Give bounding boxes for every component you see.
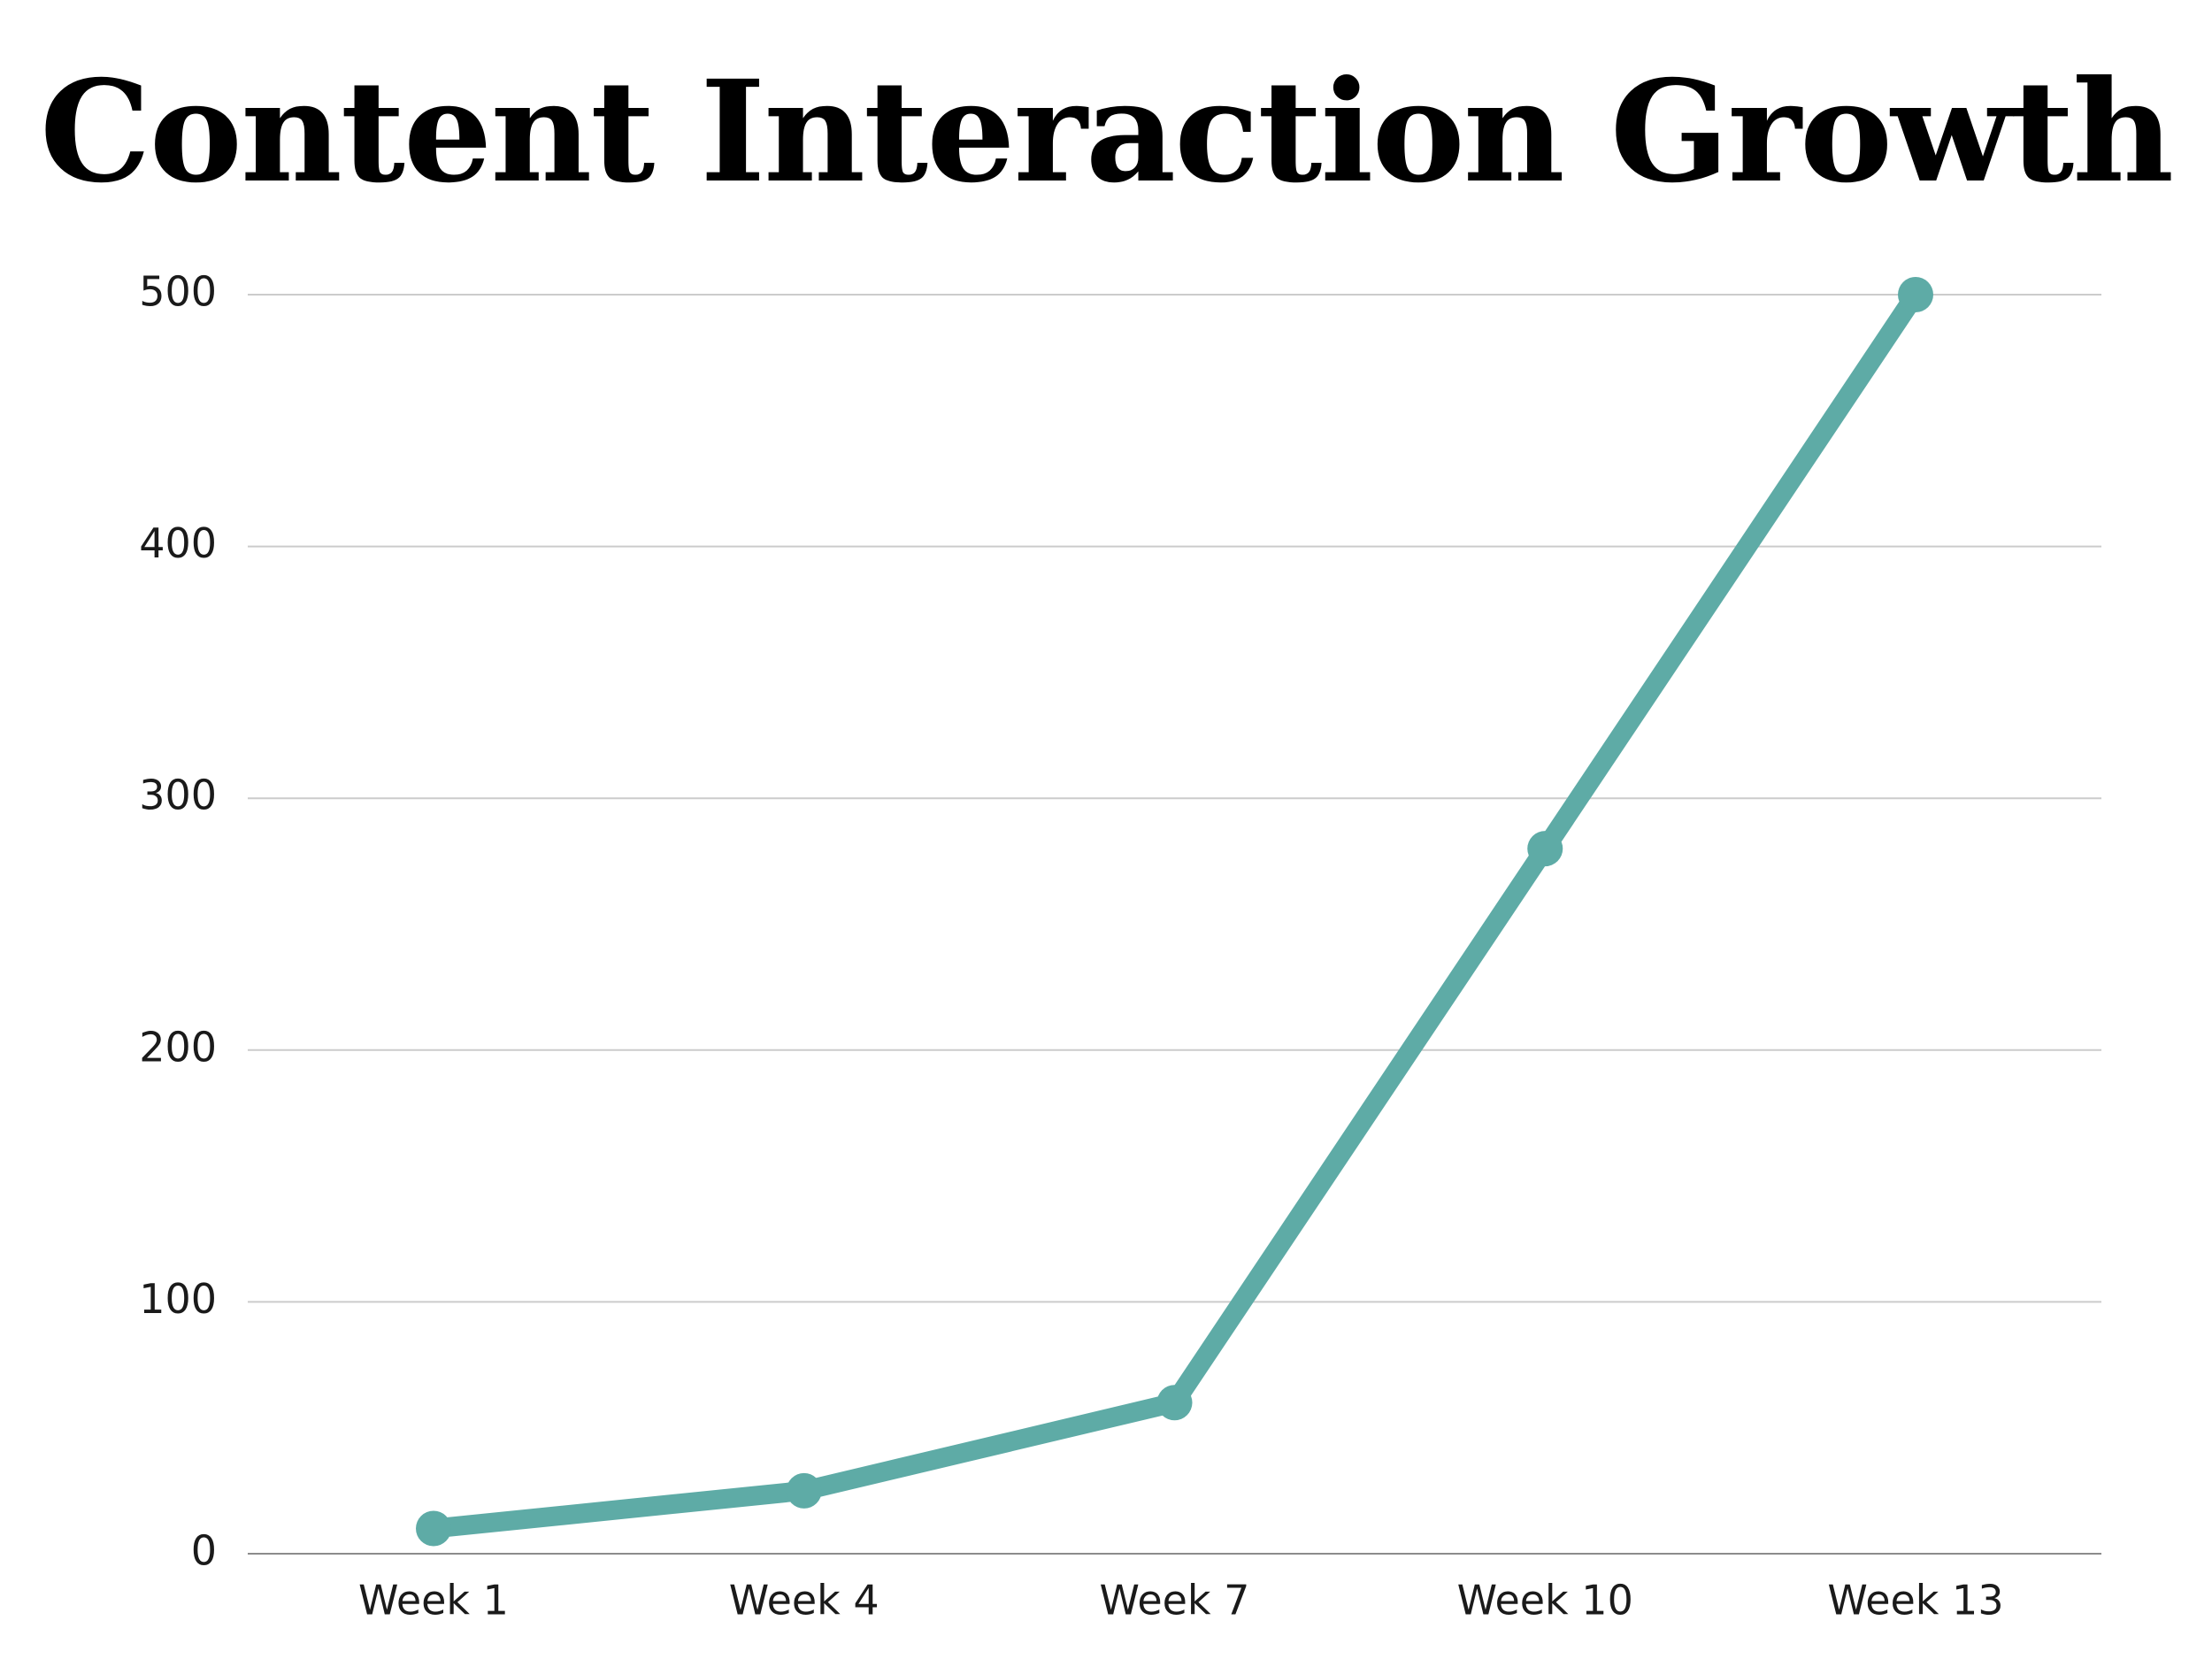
x-axis-tick-labels: Week 1 Week 4 Week 7 Week 10 Week 13 xyxy=(358,1577,2004,1624)
data-point xyxy=(1898,277,1933,312)
gridlines xyxy=(248,294,2101,1303)
series-layer xyxy=(416,277,1933,1547)
y-axis-tick-labels: 0 100 200 300 400 500 xyxy=(139,268,217,1575)
x-tick-label: Week 7 xyxy=(1100,1577,1250,1624)
data-point xyxy=(786,1472,822,1509)
y-tick-label: 400 xyxy=(139,519,217,567)
data-point xyxy=(1527,831,1563,867)
y-tick-label: 200 xyxy=(139,1023,217,1071)
x-tick-label: Week 4 xyxy=(729,1577,879,1624)
y-tick-label: 0 xyxy=(191,1527,217,1575)
x-tick-label: Week 10 xyxy=(1457,1577,1633,1624)
chart-title: Content Interaction Growth xyxy=(39,50,2174,214)
data-point xyxy=(416,1510,451,1547)
y-tick-label: 300 xyxy=(139,772,217,819)
data-point xyxy=(1156,1385,1193,1421)
series-line xyxy=(424,285,1925,1539)
y-tick-label: 500 xyxy=(139,268,217,316)
x-tick-label: Week 13 xyxy=(1827,1577,2003,1624)
x-tick-label: Week 1 xyxy=(358,1577,509,1624)
y-tick-label: 100 xyxy=(139,1275,217,1323)
